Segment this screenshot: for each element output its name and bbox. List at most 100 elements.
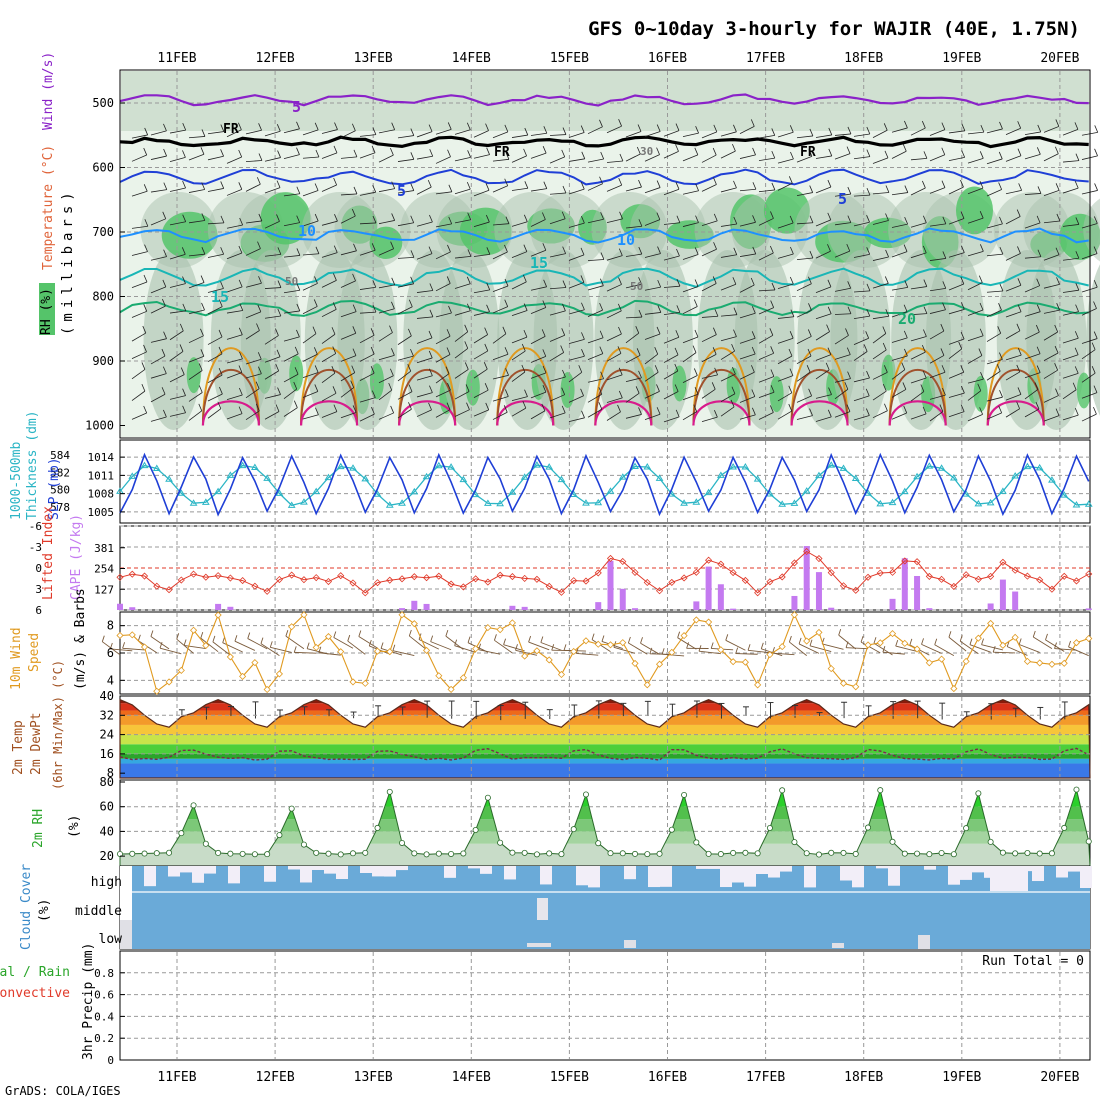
wind-barb <box>777 337 794 344</box>
cape-bar <box>815 572 822 610</box>
wind-barb <box>169 157 186 163</box>
wind-barb-flag <box>276 214 280 222</box>
wind-barb-flag <box>657 279 662 288</box>
wind-barb <box>644 187 661 194</box>
wind-barb-flag <box>220 215 225 224</box>
li-point <box>655 587 664 595</box>
cape-bar <box>717 584 724 610</box>
lifted-index-line <box>116 547 1093 597</box>
wind-barb-flag <box>657 246 661 254</box>
wind-barb <box>967 378 984 384</box>
wind-barb-flag <box>407 364 412 372</box>
wind-barb <box>701 353 717 363</box>
wind-barb <box>758 135 775 139</box>
wind-barb <box>910 313 927 316</box>
wind-barb <box>644 253 661 258</box>
thickness-tick: 584 <box>50 449 70 462</box>
wind-barb-flag <box>750 277 755 286</box>
y-tick-label: 40 <box>100 824 114 838</box>
wind-barb-flag <box>277 280 282 288</box>
wind-barb <box>606 310 622 319</box>
rh2m-label: 2m RH <box>31 809 46 848</box>
wind-barb <box>359 249 376 256</box>
wind-barb <box>568 282 585 289</box>
surface-barb <box>640 642 660 655</box>
thickness-point <box>851 474 860 481</box>
wind-barb <box>169 374 185 383</box>
wind-barb <box>511 155 527 163</box>
top-date-label: 15FEB <box>550 51 589 66</box>
rh-green-blob <box>955 186 994 235</box>
rh-point <box>129 850 136 857</box>
wind-barb <box>606 160 623 163</box>
li-point <box>827 569 835 577</box>
wind-barb <box>321 309 337 318</box>
wind-barb-flag <box>942 281 947 289</box>
surface-barb <box>1033 636 1053 649</box>
wind-barb-flag <box>770 300 775 308</box>
thickness-point <box>949 474 958 481</box>
wind-barb <box>302 353 318 362</box>
wind-barb-flag <box>239 303 244 311</box>
wind-barb <box>986 290 1003 293</box>
wind-barb-flag <box>370 346 375 355</box>
li-point <box>422 574 431 582</box>
y-tick-label: 8 <box>107 619 114 633</box>
wind-barb <box>530 336 546 345</box>
high-cloud-gap <box>396 866 408 871</box>
wind-barb <box>302 414 319 420</box>
contour-25 <box>398 347 457 426</box>
bottom-date-axis: 11FEB 12FEB 13FEB 14FEB 15FEB 16FEB 17FEB 18FEB… <box>157 1055 1080 1085</box>
wind-barb-flag <box>733 247 738 255</box>
wind-barb <box>245 282 262 288</box>
wind-barb-flag <box>371 145 376 153</box>
surface-barb-flag <box>969 638 973 645</box>
wind-barb <box>131 351 147 360</box>
wind-barb-flag <box>998 182 1003 190</box>
wind-speed-point <box>398 611 406 619</box>
wind-barb <box>701 283 717 292</box>
wind-barb-flag <box>542 300 547 308</box>
thickness-point <box>434 461 443 469</box>
wind-barb <box>796 222 813 225</box>
wind-barb <box>549 156 565 164</box>
surface-barb-flag <box>895 639 899 647</box>
contour-35 <box>888 400 947 426</box>
high-cloud-gap <box>708 866 720 869</box>
wind-barb-flag <box>293 381 298 390</box>
contour-5 <box>119 168 1089 186</box>
li-point <box>153 582 161 590</box>
temperature-contours <box>119 93 1089 426</box>
wind-axis: 864 <box>107 619 125 687</box>
cape-bar <box>791 595 798 610</box>
wind-barb <box>929 411 944 422</box>
wind-barb <box>853 377 870 383</box>
wind-speed-point <box>275 670 283 678</box>
wind-barb <box>511 407 527 417</box>
wind-barb <box>264 187 281 194</box>
cape-bar <box>693 601 700 610</box>
wind-barb <box>777 283 794 290</box>
li-point <box>582 577 590 585</box>
wind-barb-flag <box>201 213 206 221</box>
wind-barb-flag <box>220 149 224 157</box>
high-cloud-gap <box>948 866 960 885</box>
wind-barb-flag <box>770 211 774 219</box>
surface-barb <box>270 646 292 653</box>
wind-barb-flag <box>257 304 262 312</box>
thickness-point <box>483 499 492 506</box>
wind-barb <box>682 306 698 315</box>
surface-barb <box>846 647 869 650</box>
wind-barb <box>929 129 946 136</box>
wind-barb <box>872 129 888 138</box>
wind-barb <box>587 183 603 191</box>
wind-barb <box>891 287 908 291</box>
surface-barb-flag <box>234 635 238 642</box>
low-cloud-patch <box>832 943 844 948</box>
wind-barb <box>245 129 262 135</box>
thickness-point <box>251 463 259 470</box>
y-tick-label: 20 <box>100 849 114 863</box>
wind-barb-flag <box>922 245 927 254</box>
